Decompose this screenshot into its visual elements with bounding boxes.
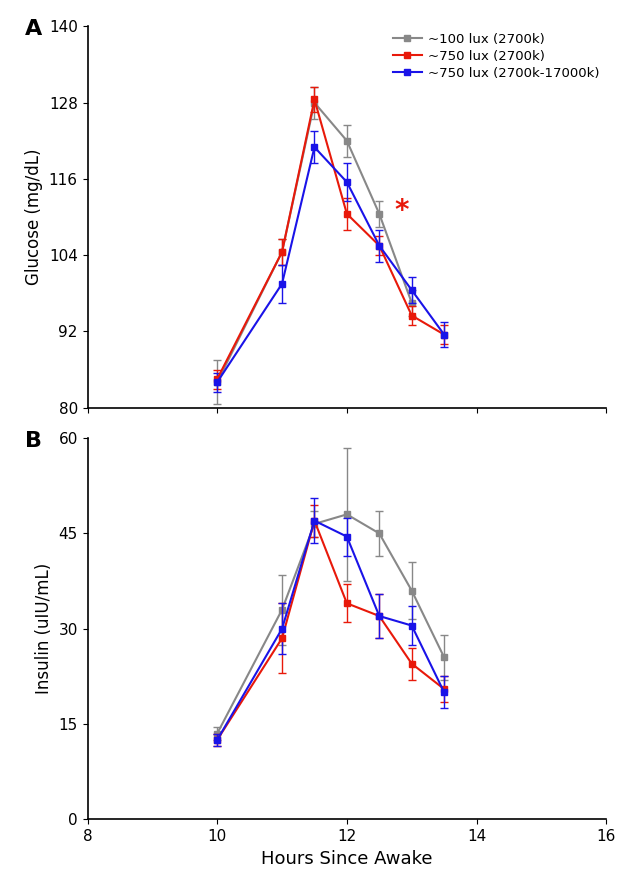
X-axis label: Hours Since Awake: Hours Since Awake (261, 849, 432, 868)
Y-axis label: Glucose (mg/dL): Glucose (mg/dL) (25, 149, 43, 285)
Text: *: * (395, 196, 409, 225)
Text: B: B (25, 431, 42, 450)
Y-axis label: Insulin (uIU/mL): Insulin (uIU/mL) (35, 563, 53, 694)
Text: A: A (25, 19, 42, 39)
Legend: ~100 lux (2700k), ~750 lux (2700k), ~750 lux (2700k-17000k): ~100 lux (2700k), ~750 lux (2700k), ~750… (392, 33, 599, 80)
